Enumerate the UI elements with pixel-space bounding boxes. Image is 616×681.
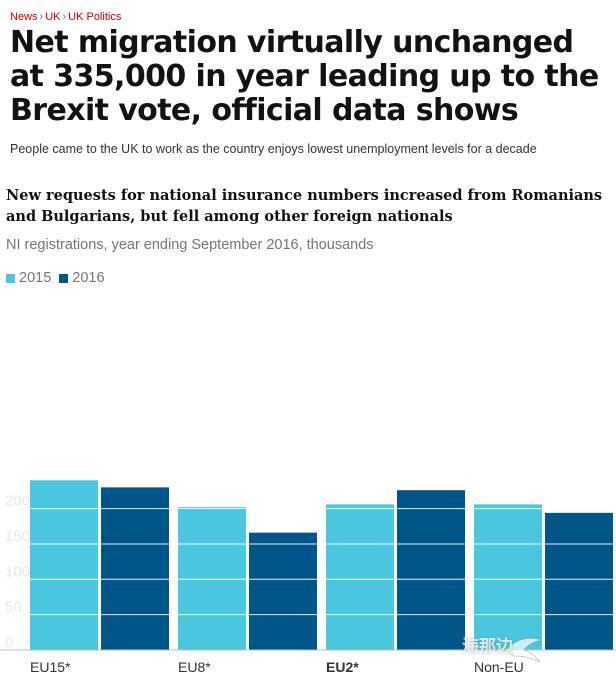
y-tick-label-100: 100 bbox=[5, 563, 30, 580]
bar-eu8-2015 bbox=[178, 507, 246, 650]
standfirst: People came to the UK to work as the cou… bbox=[10, 142, 537, 156]
bar-eu8-2016 bbox=[249, 532, 317, 650]
breadcrumb: News › UK › UK Politics bbox=[10, 11, 121, 23]
x-tick-label-eu2: EU2* bbox=[326, 659, 359, 675]
y-tick-label-0: 0 bbox=[5, 634, 13, 651]
y-tick-label-200: 200 bbox=[5, 493, 30, 510]
watermark-text: 海那边 bbox=[462, 637, 513, 657]
chart-title: New requests for national insurance numb… bbox=[6, 187, 603, 225]
legend-label-2016: 2016 bbox=[72, 270, 105, 286]
chart-subtitle: NI registrations, year ending September … bbox=[6, 237, 374, 253]
y-tick-label-50: 50 bbox=[5, 599, 22, 616]
bar-eu15-2016 bbox=[101, 487, 169, 650]
breadcrumb-separator: › bbox=[62, 11, 67, 23]
x-tick-label-non-eu: Non-EU bbox=[474, 659, 524, 675]
bar-non-eu-2016 bbox=[545, 512, 613, 650]
breadcrumb-news[interactable]: News bbox=[10, 11, 38, 23]
breadcrumb-separator: › bbox=[39, 11, 44, 23]
breadcrumb-uk-politics[interactable]: UK Politics bbox=[68, 11, 122, 23]
bar-chart: 0 50 100 150 200 EU15* EU8* EU2* Non-EU bbox=[0, 480, 616, 675]
legend-swatch-2016 bbox=[59, 273, 69, 283]
legend-swatch-2015 bbox=[6, 273, 15, 283]
bar-non-eu-2015 bbox=[474, 504, 542, 650]
watermark-bird-icon bbox=[507, 637, 543, 663]
page-title: Net migration virtually unchanged at 335… bbox=[10, 25, 599, 128]
x-tick-label-eu15: EU15* bbox=[30, 659, 71, 675]
chart-legend: 2015 2016 bbox=[6, 270, 113, 286]
legend-item-2016: 2016 bbox=[59, 270, 105, 286]
legend-item-2015: 2015 bbox=[6, 270, 51, 286]
legend-label-2015: 2015 bbox=[19, 270, 52, 286]
breadcrumb-uk[interactable]: UK bbox=[45, 11, 61, 23]
bar-eu2-2015 bbox=[326, 504, 394, 650]
watermark: 海那边 bbox=[460, 628, 550, 668]
x-tick-label-eu8: EU8* bbox=[178, 659, 211, 675]
bar-eu2-2016 bbox=[397, 490, 465, 650]
bar-eu15-2015 bbox=[30, 480, 98, 650]
y-tick-label-150: 150 bbox=[5, 528, 30, 545]
